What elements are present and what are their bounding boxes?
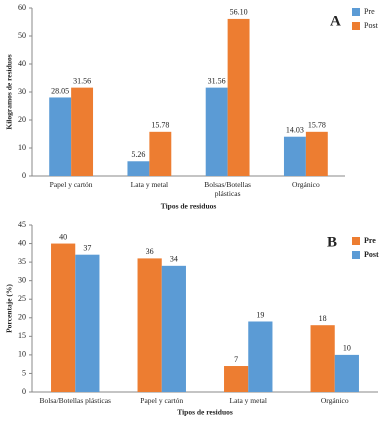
value-label: 56.10 — [230, 8, 248, 17]
y-tick-label: 40 — [18, 59, 26, 68]
bar — [51, 243, 76, 392]
value-label: 40 — [59, 232, 67, 241]
x-axis-title: Tipos de residuos — [161, 202, 217, 211]
value-label: 31.56 — [208, 76, 226, 85]
x-tick-label: Papel y cartón — [49, 180, 93, 189]
value-label: 10 — [343, 344, 351, 353]
x-tick-label: Lata y metal — [229, 396, 267, 405]
panel-label: B — [327, 234, 337, 250]
value-label: 18 — [319, 314, 327, 323]
y-tick-label: 5 — [22, 368, 26, 377]
y-tick-label: 10 — [18, 350, 26, 359]
value-label: 28.05 — [51, 86, 69, 95]
value-label: 34 — [170, 255, 178, 264]
y-tick-label: 0 — [22, 387, 26, 396]
legend-swatch — [352, 22, 360, 30]
bar — [149, 131, 172, 176]
bar — [137, 258, 162, 392]
bar — [71, 87, 94, 176]
y-axis-title: Kilogramos de residuos — [5, 54, 14, 129]
bar — [224, 366, 249, 392]
value-label: 5.26 — [131, 150, 145, 159]
y-tick-label: 30 — [18, 87, 26, 96]
value-label: 7 — [234, 355, 238, 364]
y-tick-label: 50 — [18, 31, 26, 40]
legend-label: Post — [364, 250, 379, 259]
bar — [161, 265, 186, 392]
value-label: 37 — [83, 244, 91, 253]
bar — [334, 354, 359, 392]
legend-label: Pre — [364, 236, 376, 245]
bar — [205, 87, 228, 176]
y-tick-label: 40 — [18, 238, 26, 247]
y-tick-label: 30 — [18, 275, 26, 284]
x-tick-label: Papel y cartón — [140, 396, 184, 405]
legend-swatch — [352, 251, 360, 259]
y-axis-title: Porcentaje (%) — [5, 284, 14, 333]
bar — [305, 131, 328, 176]
bar — [248, 321, 273, 392]
value-label: 15.78 — [151, 121, 169, 130]
value-label: 14.03 — [286, 126, 304, 135]
x-tick-label: Bolsa/Botellas plásticas — [39, 396, 111, 405]
x-tick-label: Orgánico — [320, 396, 349, 405]
x-tick-label: Lata y metal — [130, 180, 169, 189]
value-label: 19 — [256, 310, 264, 319]
x-axis-title: Tipos de residuos — [177, 408, 233, 417]
y-tick-label: 0 — [22, 171, 26, 180]
value-label: 31.56 — [73, 76, 91, 85]
y-tick-label: 35 — [18, 257, 26, 266]
y-tick-label: 25 — [18, 294, 26, 303]
legend-label: Post — [364, 21, 379, 30]
y-tick-label: 60 — [18, 3, 26, 12]
bar — [75, 254, 100, 392]
value-label: 36 — [146, 247, 154, 256]
x-tick-label: Orgánico — [291, 180, 320, 189]
bar — [227, 18, 250, 177]
legend-swatch — [352, 8, 360, 16]
y-tick-label: 20 — [18, 313, 26, 322]
bar — [283, 136, 306, 176]
value-label: 15.78 — [308, 121, 326, 130]
legend-label: Pre — [364, 7, 375, 16]
bar — [127, 161, 150, 176]
bar — [49, 97, 72, 176]
bar — [310, 325, 335, 392]
legend-swatch — [352, 237, 360, 245]
y-tick-label: 15 — [18, 331, 26, 340]
x-tick-label: Bolsas/Botellas plásticas — [204, 180, 251, 198]
y-tick-label: 20 — [18, 115, 26, 124]
y-tick-label: 10 — [18, 143, 26, 152]
y-tick-label: 45 — [18, 220, 26, 229]
panel-label: A — [330, 13, 341, 29]
